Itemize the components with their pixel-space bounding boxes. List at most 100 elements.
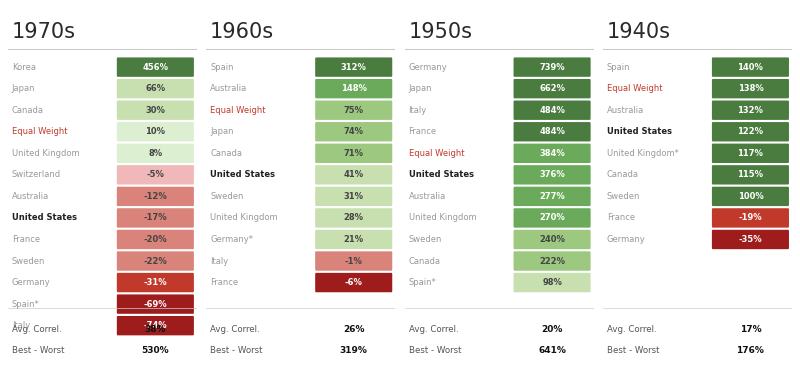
FancyBboxPatch shape [315,230,392,249]
Text: 1960s: 1960s [210,22,274,42]
Text: Best - Worst: Best - Worst [607,346,659,355]
Text: United States: United States [12,214,77,222]
Text: 75%: 75% [344,106,364,115]
Text: 31%: 31% [344,192,364,201]
FancyBboxPatch shape [315,79,392,98]
Text: Australia: Australia [12,192,49,201]
FancyBboxPatch shape [117,208,194,228]
Text: Best - Worst: Best - Worst [12,346,64,355]
Text: Switzerland: Switzerland [12,170,61,179]
Text: Canada: Canada [607,170,639,179]
Text: Equal Weight: Equal Weight [607,84,662,93]
Text: Australia: Australia [210,84,247,93]
Text: Canada: Canada [409,257,441,265]
Text: 98%: 98% [542,278,562,287]
Text: 20%: 20% [542,325,562,334]
Text: Best - Worst: Best - Worst [210,346,262,355]
FancyBboxPatch shape [315,100,392,120]
FancyBboxPatch shape [712,208,789,228]
FancyBboxPatch shape [712,79,789,98]
FancyBboxPatch shape [712,57,789,77]
FancyBboxPatch shape [712,122,789,141]
Text: Canada: Canada [12,106,44,115]
FancyBboxPatch shape [514,100,590,120]
Text: France: France [409,127,437,136]
Text: United Kingdom*: United Kingdom* [607,149,678,158]
FancyBboxPatch shape [514,273,590,292]
FancyBboxPatch shape [712,187,789,206]
Text: 484%: 484% [539,127,565,136]
Text: Spain: Spain [607,63,630,71]
Text: 641%: 641% [538,346,566,355]
Text: 148%: 148% [341,84,366,93]
Text: -12%: -12% [143,192,167,201]
Text: Italy: Italy [409,106,426,115]
Text: Avg. Correl.: Avg. Correl. [409,325,458,334]
Text: Australia: Australia [409,192,446,201]
Text: Equal Weight: Equal Weight [210,106,266,115]
Text: Avg. Correl.: Avg. Correl. [607,325,657,334]
Text: Avg. Correl.: Avg. Correl. [210,325,260,334]
FancyBboxPatch shape [514,122,590,141]
Text: -31%: -31% [143,278,167,287]
FancyBboxPatch shape [712,144,789,163]
Text: 319%: 319% [340,346,368,355]
Text: 8%: 8% [148,149,162,158]
Text: Italy: Italy [210,257,228,265]
Text: 176%: 176% [737,346,764,355]
FancyBboxPatch shape [117,230,194,249]
Text: -19%: -19% [738,214,762,222]
Text: Australia: Australia [607,106,644,115]
Text: Avg. Correl.: Avg. Correl. [12,325,62,334]
Text: 222%: 222% [539,257,565,265]
Text: -1%: -1% [345,257,362,265]
Text: 376%: 376% [539,170,565,179]
FancyBboxPatch shape [514,251,590,271]
Text: United States: United States [607,127,672,136]
Text: 117%: 117% [738,149,763,158]
Text: Spain*: Spain* [409,278,436,287]
Text: Germany*: Germany* [210,235,253,244]
FancyBboxPatch shape [315,187,392,206]
FancyBboxPatch shape [315,273,392,292]
Text: Korea: Korea [12,63,36,71]
FancyBboxPatch shape [117,187,194,206]
Text: 115%: 115% [738,170,763,179]
Text: Canada: Canada [210,149,242,158]
Text: 384%: 384% [539,149,565,158]
Text: Sweden: Sweden [12,257,45,265]
Text: -35%: -35% [738,235,762,244]
Text: 100%: 100% [738,192,763,201]
FancyBboxPatch shape [514,57,590,77]
FancyBboxPatch shape [117,57,194,77]
Text: 1940s: 1940s [607,22,671,42]
Text: -6%: -6% [345,278,362,287]
Text: 270%: 270% [539,214,565,222]
Text: -69%: -69% [143,299,167,309]
Text: -74%: -74% [143,321,167,330]
Text: -20%: -20% [143,235,167,244]
Text: 312%: 312% [341,63,366,71]
Text: United States: United States [210,170,275,179]
Text: 530%: 530% [142,346,169,355]
FancyBboxPatch shape [117,100,194,120]
Text: 140%: 140% [738,63,763,71]
FancyBboxPatch shape [514,208,590,228]
Text: 122%: 122% [738,127,763,136]
Text: Germany: Germany [409,63,447,71]
FancyBboxPatch shape [514,79,590,98]
FancyBboxPatch shape [315,208,392,228]
Text: United Kingdom: United Kingdom [210,214,278,222]
FancyBboxPatch shape [712,230,789,249]
Text: Sweden: Sweden [607,192,640,201]
Text: Japan: Japan [409,84,432,93]
Text: Equal Weight: Equal Weight [409,149,464,158]
Text: -17%: -17% [143,214,167,222]
Text: Equal Weight: Equal Weight [12,127,67,136]
Text: 41%: 41% [344,170,364,179]
Text: 71%: 71% [344,149,364,158]
Text: Germany: Germany [12,278,50,287]
Text: France: France [607,214,635,222]
FancyBboxPatch shape [514,165,590,185]
Text: -22%: -22% [143,257,167,265]
